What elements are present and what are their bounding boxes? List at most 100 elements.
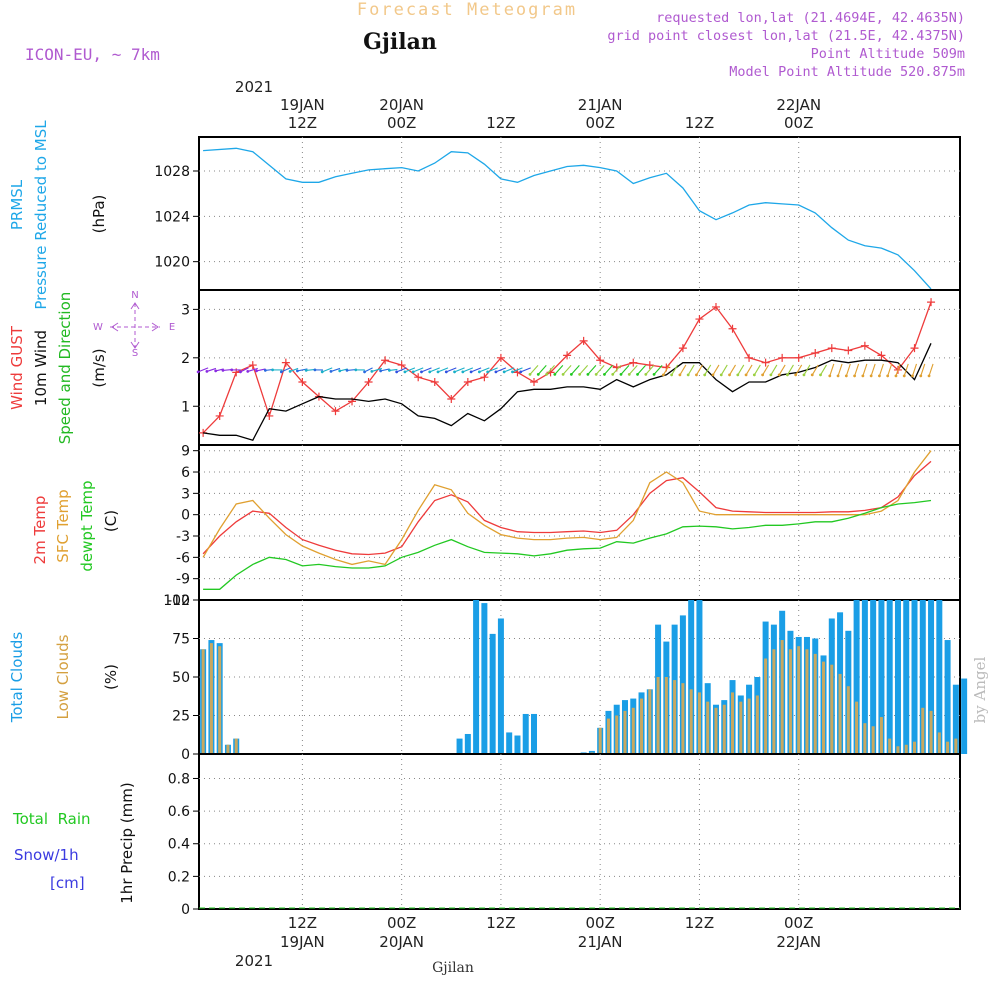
low-clouds-bar bbox=[201, 649, 205, 754]
wind-direction-arrow bbox=[862, 363, 868, 377]
wind-gust-point bbox=[447, 394, 456, 403]
wind-direction-arrow bbox=[587, 365, 597, 375]
model-label: ICON-EU, ~ 7km bbox=[25, 45, 160, 64]
wind-direction-arrow bbox=[537, 365, 547, 375]
bottom-hour-label: 12Z bbox=[685, 914, 714, 932]
wind-direction-arrow bbox=[289, 367, 299, 372]
top-hour-label: 00Z bbox=[585, 114, 614, 132]
wind-gust-point bbox=[629, 358, 638, 367]
low-clouds-bar bbox=[921, 707, 925, 754]
wind-gust-point bbox=[745, 353, 754, 362]
wind-direction-arrow bbox=[720, 364, 728, 376]
low-clouds-bar bbox=[747, 698, 751, 754]
wind-direction-arrow bbox=[487, 367, 498, 373]
total-clouds-bar bbox=[952, 684, 959, 754]
top-date-label: 22JAN bbox=[776, 96, 821, 114]
wind-direction-arrow bbox=[870, 363, 876, 377]
pressure-unit: (hPa) bbox=[90, 195, 108, 234]
wind-direction-arrow bbox=[206, 367, 217, 372]
wind-gust-point bbox=[695, 315, 704, 324]
wind-direction-arrow bbox=[330, 367, 341, 372]
wind-direction-arrowhead bbox=[453, 370, 456, 374]
temp-ytick-label: -3 bbox=[176, 529, 190, 545]
requested-coords: requested lon,lat (21.4694E, 42.4635N) bbox=[656, 10, 965, 26]
wind-direction-arrow bbox=[380, 368, 390, 372]
wind-direction-arrowhead bbox=[279, 370, 283, 374]
wind-gust-point bbox=[496, 353, 505, 362]
wind-direction-arrowhead bbox=[810, 373, 814, 377]
wind-direction-arrowhead bbox=[411, 370, 415, 374]
low-clouds-bar bbox=[904, 744, 908, 754]
wind-direction-arrowhead bbox=[329, 370, 333, 373]
low-clouds-bar bbox=[631, 707, 635, 754]
wind-direction-arrow bbox=[762, 364, 770, 376]
pressure-series-line bbox=[203, 147, 932, 290]
top-date-label: 21JAN bbox=[578, 96, 623, 114]
wind-gust-line bbox=[202, 301, 932, 434]
low-clouds-bar bbox=[946, 741, 950, 754]
compass-w: W bbox=[93, 322, 103, 333]
low-clouds-bar bbox=[673, 680, 677, 754]
wind-direction-arrow bbox=[911, 363, 918, 377]
wind-panel: 1 2 3 bbox=[181, 289, 961, 446]
wind-direction-arrow bbox=[778, 364, 786, 376]
clouds-ytick-label: 100 bbox=[163, 593, 190, 609]
compass-s: S bbox=[132, 348, 138, 359]
low-clouds-bar bbox=[863, 723, 867, 754]
wind-direction-arrow bbox=[820, 364, 827, 376]
total-clouds-bar bbox=[497, 618, 504, 754]
wind-direction-arrowhead bbox=[886, 374, 890, 378]
bottom-date-label: 20JAN bbox=[379, 933, 424, 951]
bottom-location: Gjilan bbox=[432, 960, 474, 976]
total-clouds-bar bbox=[696, 600, 703, 754]
wind-direction-arrowhead bbox=[586, 373, 590, 376]
total-clouds-bar bbox=[878, 600, 885, 754]
low-clouds-bar bbox=[209, 643, 213, 754]
total-clouds-bar bbox=[853, 600, 860, 754]
total-clouds-bar bbox=[473, 600, 480, 754]
wind-direction-arrow bbox=[364, 367, 373, 373]
wind-direction-arrowhead bbox=[338, 369, 342, 373]
low-clouds-bar bbox=[879, 717, 883, 754]
wind-direction-arrowhead bbox=[769, 373, 773, 377]
total-clouds-bar bbox=[456, 738, 463, 754]
bottom-hour-label: 12Z bbox=[486, 914, 515, 932]
low-clouds-bar bbox=[797, 646, 801, 754]
wind-direction-arrow bbox=[653, 365, 663, 375]
wind-frame bbox=[198, 289, 961, 446]
wind-unit: (m/s) bbox=[90, 348, 108, 387]
wind-direction-arrowhead bbox=[794, 373, 798, 377]
low-clouds-bar bbox=[731, 692, 735, 754]
low-clouds-bar bbox=[788, 649, 792, 754]
wind-direction-arrowhead bbox=[313, 368, 317, 372]
wind-direction-arrowhead bbox=[494, 370, 498, 374]
wind-gust-point bbox=[877, 351, 886, 360]
wind-direction-arrowhead bbox=[719, 373, 723, 377]
wind-direction-arrowhead bbox=[561, 373, 565, 376]
top-hour-label: 12Z bbox=[486, 114, 515, 132]
wind-gust-point bbox=[927, 298, 936, 307]
total-clouds-bar bbox=[514, 735, 521, 754]
temp-ytick-label: 9 bbox=[181, 444, 190, 460]
wind-dir-label: Speed and Direction bbox=[56, 292, 74, 445]
wind-direction-arrowhead bbox=[403, 370, 407, 374]
bottom-date-label: 19JAN bbox=[280, 933, 325, 951]
low-clouds-bar bbox=[664, 677, 668, 754]
wind-direction-arrowhead bbox=[752, 373, 756, 377]
total-clouds-bar bbox=[886, 600, 893, 754]
temp-ytick-label: -6 bbox=[176, 550, 190, 566]
top-title: Forecast Meteogram bbox=[357, 0, 577, 20]
wind-direction-arrow bbox=[520, 367, 531, 373]
precip-panel: 0 0.2 0.4 0.6 0.8 bbox=[168, 753, 961, 918]
low-clouds-bar bbox=[937, 732, 941, 754]
wind-direction-arrowhead bbox=[678, 373, 682, 377]
temperature-panel: -12 -9 -6 -3 0 3 6 9 bbox=[167, 444, 961, 609]
wind-direction-arrowhead bbox=[619, 373, 623, 376]
bottom-hour-label: 00Z bbox=[387, 914, 416, 932]
wind-direction-arrowhead bbox=[661, 373, 665, 377]
wind-gust-point bbox=[364, 378, 373, 387]
wind-direction-arrow bbox=[903, 363, 909, 377]
precip-ytick-label: 0 bbox=[181, 902, 190, 918]
wind-direction-arrow bbox=[704, 364, 712, 376]
